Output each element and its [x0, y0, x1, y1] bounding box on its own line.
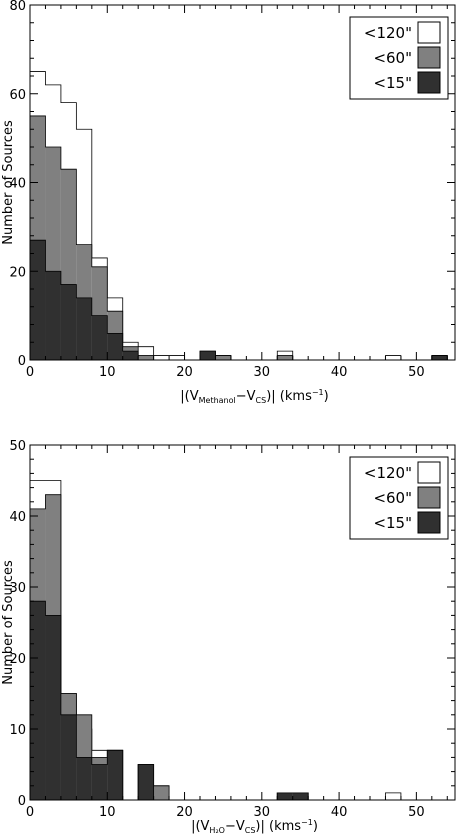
y-tick-label: 0	[18, 794, 26, 809]
bar-s2-bin-12	[215, 355, 231, 360]
x-tick-label: 30	[254, 805, 271, 820]
bar-s3-bin-4	[91, 764, 108, 800]
bar-s2-bin-7	[138, 355, 154, 360]
x-tick-label: 50	[408, 365, 425, 380]
series-3	[29, 239, 448, 361]
legend-label-3: <15"	[373, 514, 412, 532]
bar-s1-bin-23	[385, 792, 401, 800]
legend-swatch-3	[417, 511, 441, 534]
y-tick-label: 20	[9, 652, 26, 667]
bar-s2-bin-8	[153, 785, 170, 800]
series-3	[29, 600, 448, 801]
bar-s3-bin-5	[107, 333, 123, 360]
legend-label-1: <120"	[364, 464, 412, 482]
x-axis-label: |(VMethanol−VCS)| (kms−1)	[180, 388, 328, 405]
legend-label-2: <60"	[373, 489, 412, 507]
x-tick-label: 30	[254, 365, 271, 380]
y-tick-label: 40	[9, 177, 26, 192]
bar-s3-bin-16	[277, 792, 293, 800]
chart-panel-1: 0 10 20 30 40 50 0 20 40 60 80 Number of Sources |(V…	[1, 0, 456, 405]
legend-swatch-1	[417, 461, 441, 484]
plot-frame	[29, 444, 456, 801]
bar-s2-bin-16	[277, 355, 293, 360]
legend: <120" <60" <15"	[349, 456, 449, 540]
legend-swatch-2	[417, 46, 441, 69]
bar-s3-bin-17	[292, 792, 309, 800]
bar-s1-bin-23	[385, 355, 401, 360]
bar-s1-bin-9	[169, 355, 185, 360]
y-tick-label: 80	[9, 0, 26, 14]
x-tick-label: 40	[331, 805, 348, 820]
x-tick-label: 20	[176, 805, 193, 820]
bar-s3-bin-3	[76, 297, 92, 360]
bar-s1-bin-8	[153, 355, 170, 360]
legend-swatch-1	[417, 21, 441, 44]
bar-s3-bin-1	[45, 615, 61, 800]
x-tick-label: 10	[99, 365, 116, 380]
x-tick-label: 40	[331, 365, 348, 380]
legend-swatch-2	[417, 486, 441, 509]
y-tick-label: 50	[9, 439, 26, 454]
bar-s3-bin-1	[45, 271, 61, 360]
bar-s3-bin-2	[60, 284, 77, 360]
bar-s3-bin-26	[431, 355, 448, 360]
y-tick-label: 60	[9, 88, 26, 103]
x-tick-label: 50	[408, 805, 425, 820]
bar-s3-bin-2	[60, 714, 77, 800]
x-tick-label: 10	[99, 805, 116, 820]
y-tick-label: 40	[9, 510, 26, 525]
x-tick-label: 0	[26, 805, 34, 820]
x-tick-label: 20	[176, 365, 193, 380]
legend: <120" <60" <15"	[349, 16, 449, 100]
chart-panel-2: 0 10 20 30 40 50 0 10 20 30 40 50 Number of Sources |…	[1, 439, 456, 835]
bar-s3-bin-4	[91, 315, 108, 360]
y-tick-label: 20	[9, 265, 26, 280]
bar-s3-bin-0	[30, 240, 46, 360]
legend-label-3: <15"	[373, 74, 412, 92]
legend-swatch-3	[417, 71, 441, 94]
legend-label-2: <60"	[373, 49, 412, 67]
bar-s3-bin-3	[76, 757, 92, 800]
bar-s3-bin-6	[122, 351, 139, 360]
bar-s3-bin-0	[30, 601, 46, 800]
bar-s3-bin-11	[200, 351, 216, 360]
y-tick-label: 10	[9, 723, 26, 738]
y-tick-label: 30	[9, 581, 26, 596]
y-tick-label: 0	[18, 354, 26, 369]
x-tick-label: 0	[26, 365, 34, 380]
x-axis-label: |(VH₂O−VCS)| (kms−1)	[191, 818, 318, 835]
legend-label-1: <120"	[364, 24, 412, 42]
y-axis-label: Number of Sources	[1, 120, 16, 245]
bar-s3-bin-7	[138, 764, 154, 800]
y-axis-label: Number of Sources	[1, 560, 16, 685]
bar-s3-bin-5	[107, 750, 123, 800]
